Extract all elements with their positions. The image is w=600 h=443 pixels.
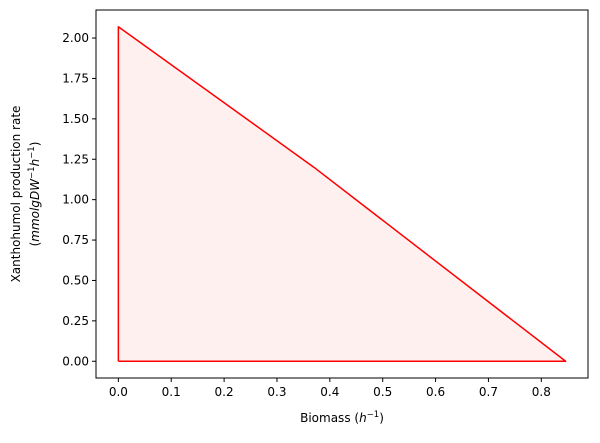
x-tick-label: 0.2 bbox=[215, 385, 234, 399]
y-tick-label: 0.75 bbox=[62, 233, 89, 247]
y-axis-label-line2: (mmolgDW−1h−1) bbox=[27, 142, 42, 247]
x-tick-label: 0.3 bbox=[267, 385, 286, 399]
y-tick-label: 1.25 bbox=[62, 152, 89, 166]
x-tick-label: 0.8 bbox=[532, 385, 551, 399]
x-tick-label: 0.0 bbox=[109, 385, 128, 399]
y-tick-label: 0.00 bbox=[62, 354, 89, 368]
y-tick-label: 2.00 bbox=[62, 31, 89, 45]
plot-layer bbox=[117, 25, 567, 363]
x-tick-label: 0.7 bbox=[479, 385, 498, 399]
series-0-line bbox=[117, 25, 567, 363]
y-axis-label-line1: Xanthohumol production rate bbox=[9, 106, 23, 283]
series-0-fill bbox=[118, 26, 566, 362]
x-tick-label: 0.1 bbox=[162, 385, 181, 399]
y-tick-label: 1.00 bbox=[62, 193, 89, 207]
y-tick-label: 0.25 bbox=[62, 314, 89, 328]
x-axis-label: Biomass (h−1) bbox=[300, 410, 384, 425]
y-axis-ticks: 0.00 0.25 0.50 0.75 1.00 1.25 1.50 1.75 2.00 bbox=[62, 31, 96, 368]
y-tick-label: 1.50 bbox=[62, 112, 89, 126]
y-tick-label: 1.75 bbox=[62, 71, 89, 85]
x-tick-label: 0.5 bbox=[373, 385, 392, 399]
x-axis-ticks: 0.0 0.1 0.2 0.3 0.4 0.5 0.6 0.7 0.8 bbox=[109, 378, 551, 399]
x-tick-label: 0.6 bbox=[426, 385, 445, 399]
y-tick-label: 0.50 bbox=[62, 273, 89, 287]
x-tick-label: 0.4 bbox=[320, 385, 339, 399]
plot-frame bbox=[95, 9, 589, 379]
